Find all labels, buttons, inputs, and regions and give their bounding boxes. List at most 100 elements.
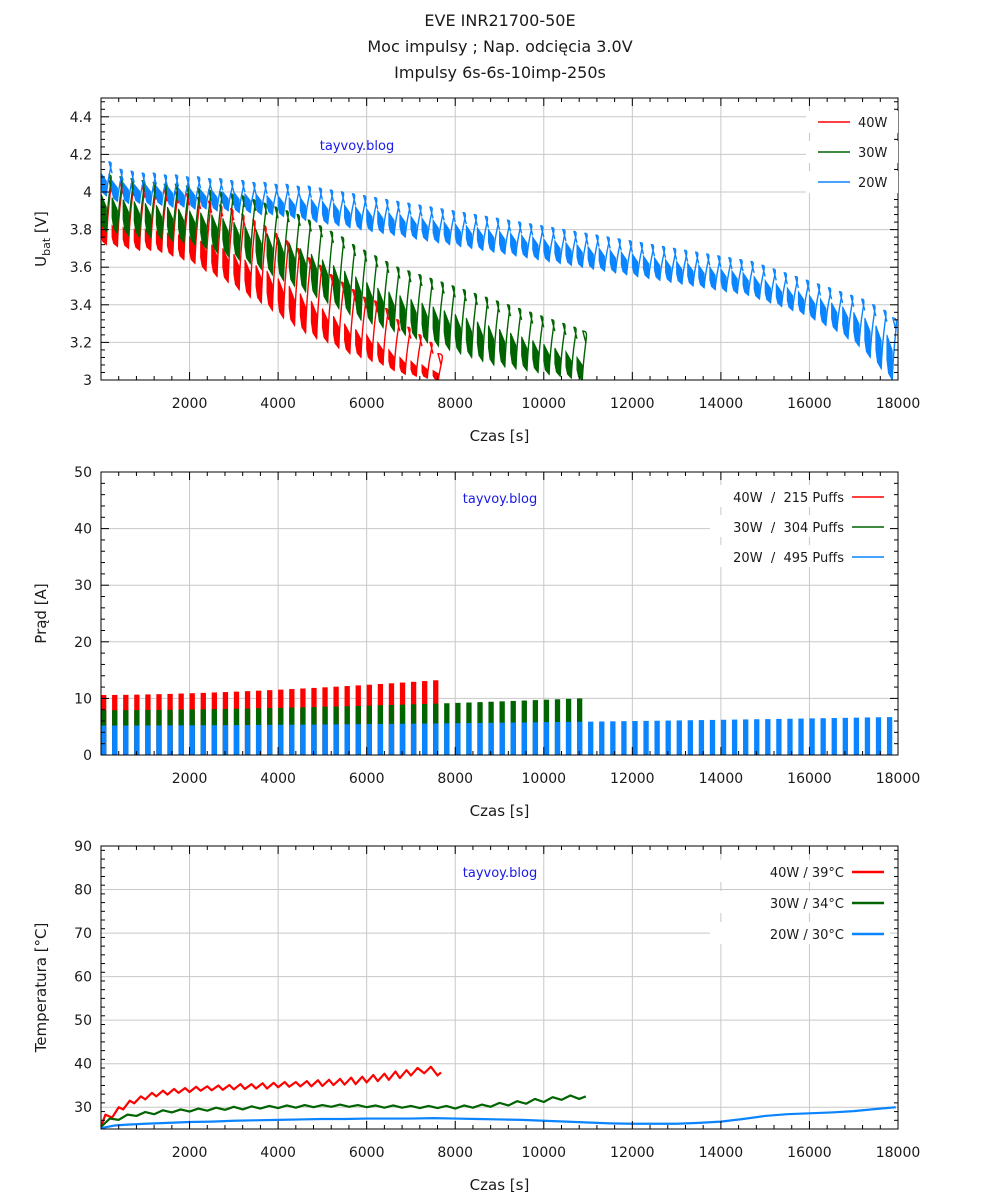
voltage-pulse-block — [144, 182, 152, 207]
voltage-recovery-curve — [327, 274, 335, 343]
plot-area — [101, 680, 893, 755]
voltage-pulse-block — [808, 293, 816, 322]
voltage-recovery-curve — [349, 193, 357, 228]
voltage-pulse-block — [277, 278, 284, 320]
legend: 40W 30W 20W — [806, 111, 898, 193]
voltage-recovery-curve — [504, 219, 512, 255]
voltage-recovery-curve — [304, 185, 312, 221]
current-pulse-bar — [698, 720, 705, 755]
voltage-recovery-curve — [183, 193, 191, 260]
voltage-recovery-curve — [559, 322, 567, 377]
voltage-pulse-block — [432, 218, 439, 244]
voltage-recovery-curve — [349, 243, 357, 315]
voltage-pulse-block — [277, 236, 284, 283]
voltage-pulse-block — [875, 325, 882, 371]
y-tick-label: 4 — [83, 185, 92, 201]
current-pulse-bar — [377, 723, 384, 755]
current-pulse-bar — [731, 719, 738, 755]
voltage-pulse-block — [288, 242, 295, 288]
voltage-pulse-block — [443, 310, 450, 352]
legend-label: 30W — [858, 146, 888, 161]
voltage-recovery-curve — [172, 183, 180, 241]
x-tick-label: 8000 — [437, 771, 473, 787]
voltage-recovery-curve — [293, 247, 301, 326]
legend-item-20W: 20W / 495 Puffs — [710, 545, 890, 567]
y-tick-label: 4.2 — [70, 147, 92, 163]
voltage-pulse-block — [576, 243, 583, 269]
voltage-pulse-block — [189, 186, 196, 210]
voltage-recovery-curve — [304, 257, 312, 334]
current-pulse-bar — [532, 722, 539, 755]
x-axis-label: Czas [s] — [470, 427, 530, 445]
current-pulse-bar — [875, 717, 882, 755]
voltage-pulse-block — [332, 265, 340, 311]
y-tick-label: 0 — [83, 748, 92, 764]
legend-label: 20W / 495 Puffs — [733, 551, 844, 566]
current-pulse-bar — [554, 722, 561, 755]
voltage-pulse-block — [399, 356, 406, 376]
voltage-pulse-block — [454, 314, 462, 356]
chart-title-line-3: Impulsy 6s-6s-10imp-250s — [394, 63, 606, 82]
voltage-pulse-block — [432, 306, 439, 348]
legend: 40W / 39°C 30W / 34°C 20W / 30°C — [710, 860, 890, 944]
y-axis-label: Prąd [A] — [32, 583, 50, 643]
current-pulse-bar — [521, 722, 527, 755]
voltage-recovery-curve — [393, 200, 401, 236]
voltage-pulse-block — [410, 360, 417, 378]
current-pulse-bar — [189, 725, 195, 755]
voltage-recovery-curve — [515, 307, 523, 369]
voltage-pulse-block — [554, 347, 561, 378]
legend-bg — [710, 485, 890, 507]
voltage-pulse-block — [676, 259, 683, 286]
voltage-pulse-block — [111, 197, 118, 235]
current-pulse-bar — [244, 725, 251, 755]
legend-bg — [710, 545, 890, 567]
voltage-pulse-block — [543, 237, 550, 263]
current-pulse-bar — [565, 721, 572, 755]
x-tick-label: 6000 — [349, 1145, 385, 1161]
voltage-recovery-curve — [791, 275, 800, 311]
x-tick-label: 12000 — [610, 1145, 655, 1161]
voltage-pulse-block — [764, 278, 771, 305]
voltage-recovery-curve — [216, 178, 224, 211]
voltage-recovery-curve — [249, 181, 257, 213]
voltage-recovery-curve — [648, 243, 656, 279]
chart-title-line-1: EVE INR21700-50E — [424, 11, 576, 30]
voltage-pulse-block — [200, 240, 207, 273]
voltage-pulse-block — [233, 253, 240, 292]
current-pulse-bar — [643, 720, 649, 755]
voltage-recovery-curve — [659, 245, 667, 281]
voltage-recovery-curve — [238, 180, 246, 213]
voltage-pulse-block — [310, 197, 318, 224]
plot-area — [101, 161, 898, 380]
voltage-recovery-curve — [415, 334, 423, 377]
series-30W — [101, 698, 583, 755]
x-tick-label: 14000 — [699, 1145, 744, 1161]
voltage-recovery-curve — [360, 296, 368, 358]
current-pulse-bar — [123, 725, 129, 755]
voltage-recovery-curve — [315, 187, 324, 223]
current-pulse-bar — [145, 725, 151, 755]
y-tick-label: 30 — [74, 1100, 92, 1116]
chart-title-line-2: Moc impulsy ; Nap. odcięcia 3.0V — [367, 37, 633, 56]
plot-frame — [100, 471, 899, 756]
current-pulse-bar — [676, 720, 682, 755]
voltage-recovery-curve — [448, 210, 456, 245]
voltage-pulse-block — [487, 325, 495, 367]
y-tick-label: 40 — [74, 1057, 92, 1073]
voltage-pulse-block — [565, 349, 572, 380]
voltage-pulse-block — [421, 302, 428, 345]
voltage-pulse-block — [355, 329, 362, 359]
current-pulse-bar — [886, 717, 893, 755]
current-pulse-bar — [355, 724, 361, 755]
voltage-pulse-block — [233, 190, 240, 214]
voltage-recovery-curve — [437, 352, 444, 380]
current-pulse-bar — [278, 724, 284, 755]
voltage-recovery-curve — [459, 211, 467, 247]
voltage-recovery-curve — [836, 290, 844, 332]
voltage-pulse-block — [565, 241, 572, 267]
voltage-recovery-curve — [614, 238, 622, 273]
voltage-recovery-curve — [880, 309, 888, 369]
legend-label: 30W / 34°C — [770, 897, 844, 912]
x-tick-label: 18000 — [876, 396, 921, 412]
